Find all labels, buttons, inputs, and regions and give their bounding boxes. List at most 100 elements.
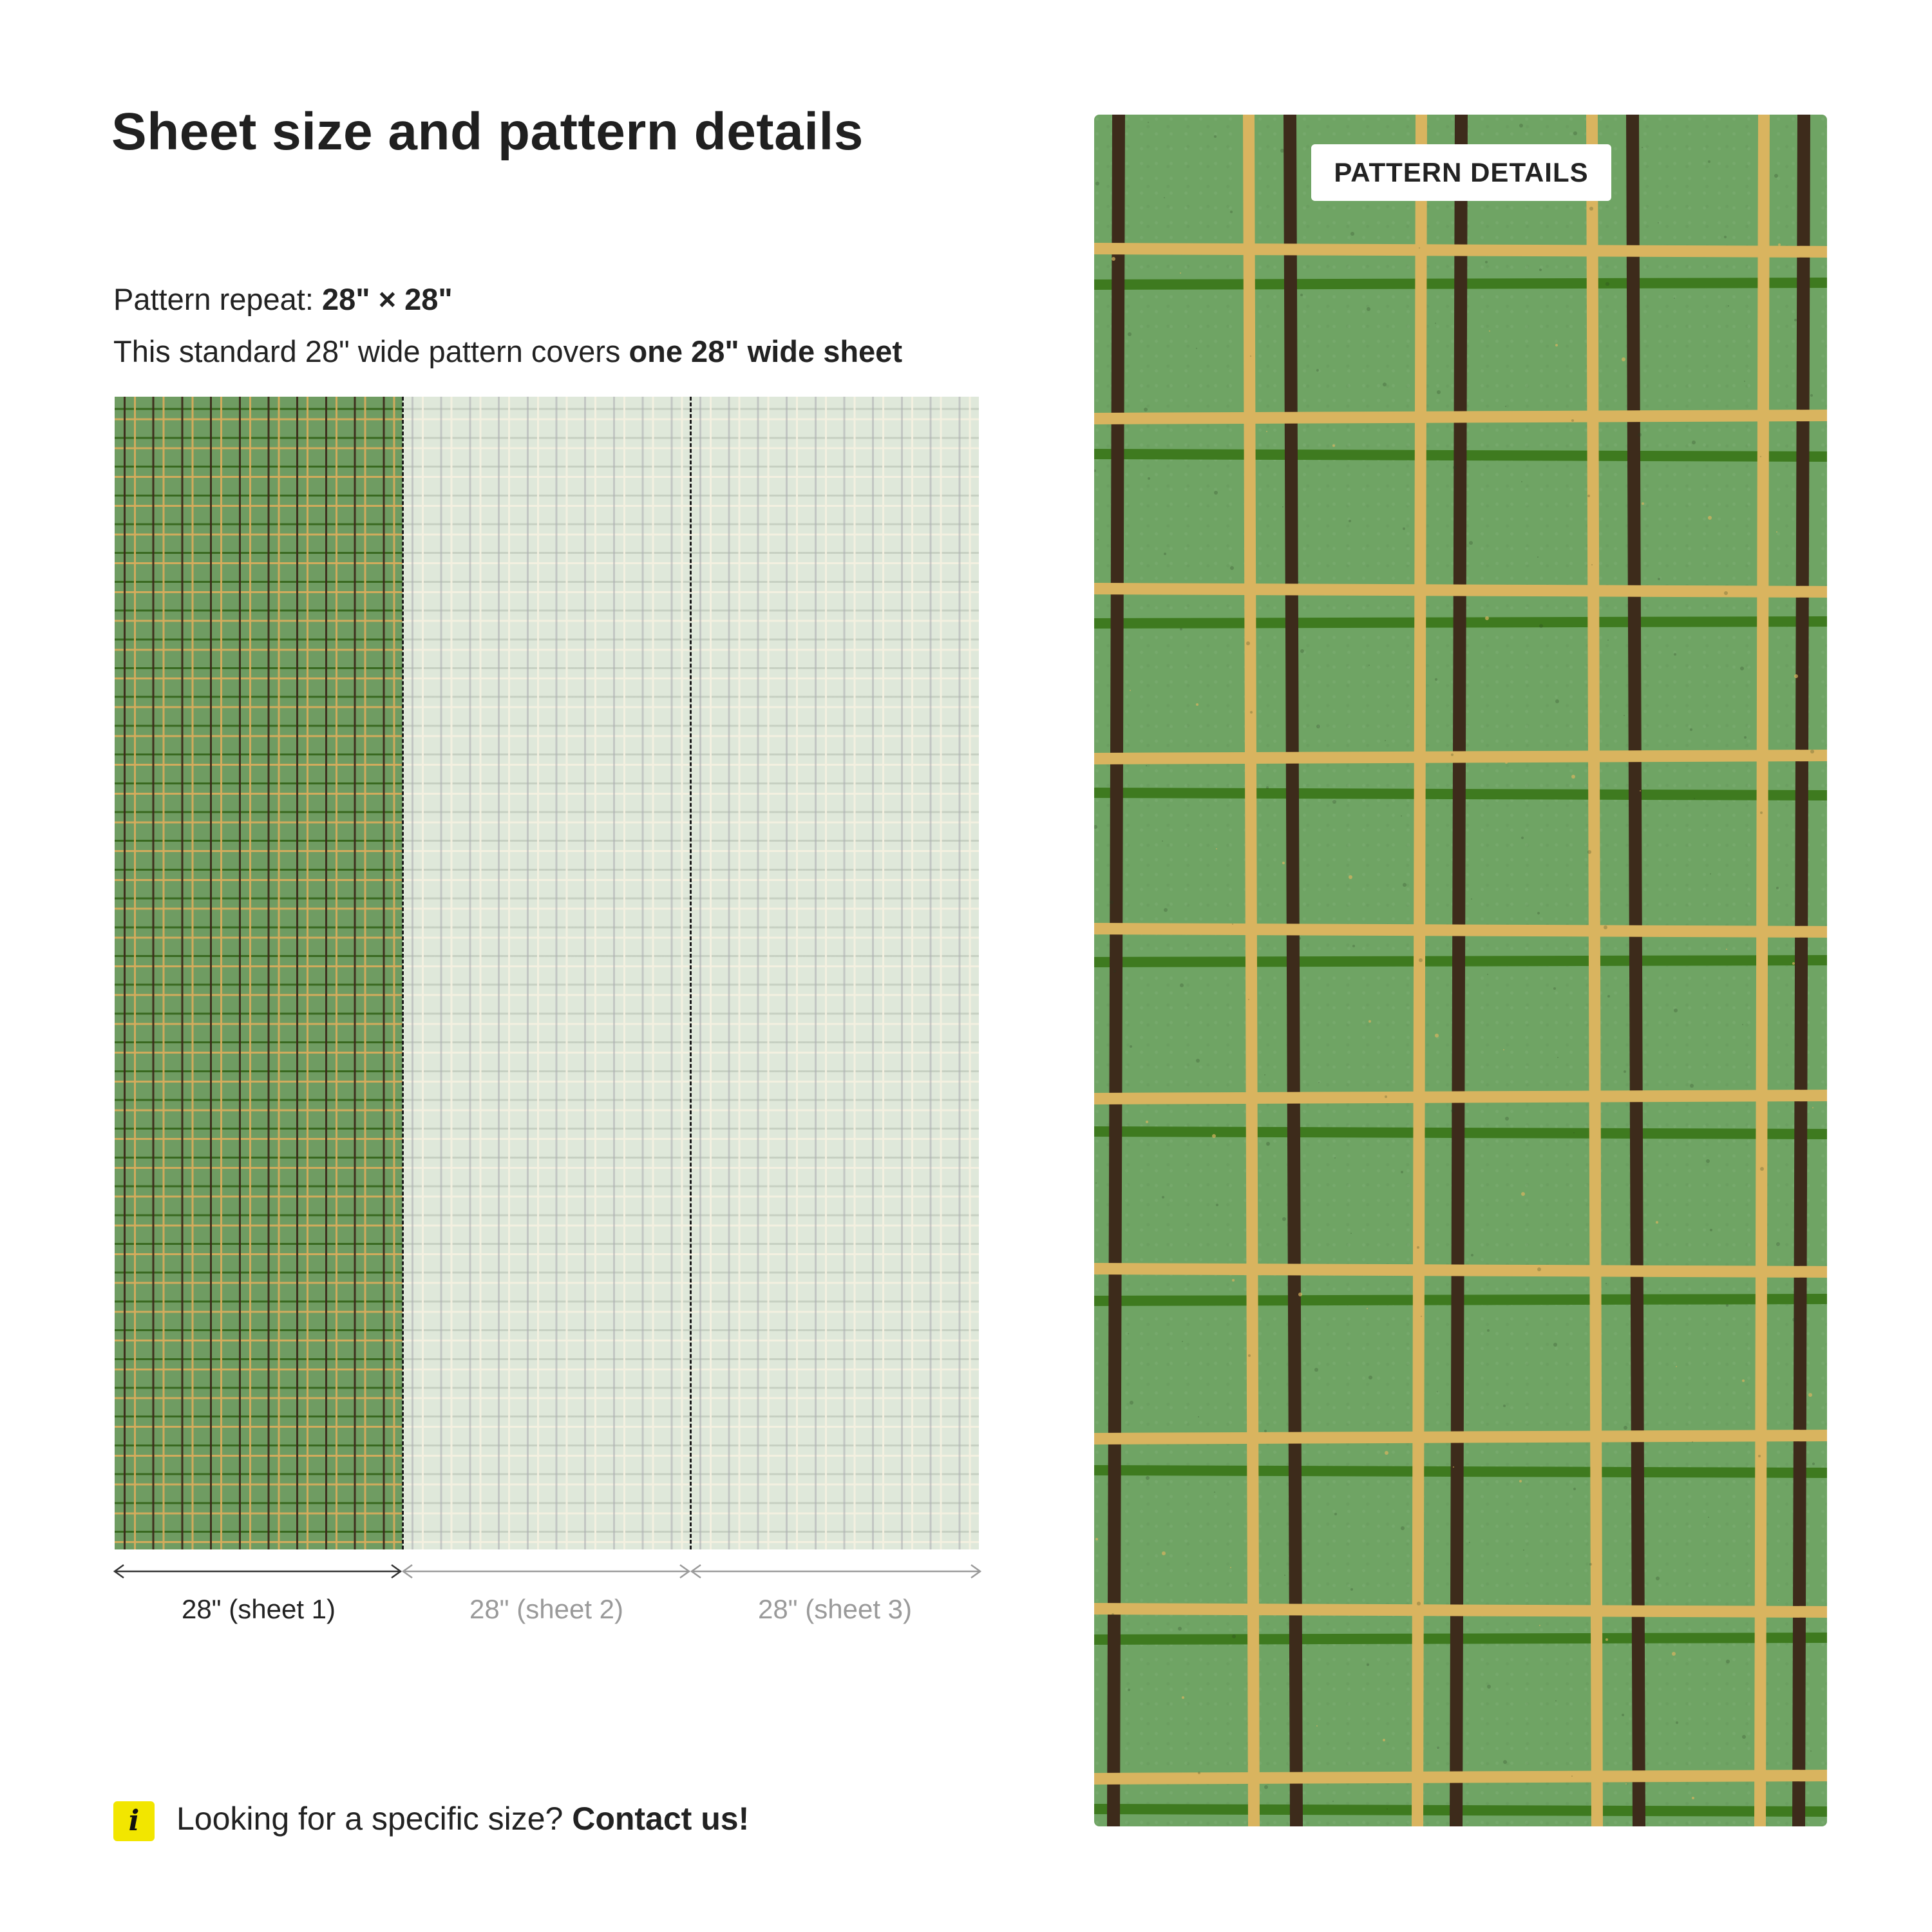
speckle xyxy=(1264,1074,1265,1075)
speckle xyxy=(1196,348,1197,349)
gold-stripe xyxy=(1243,115,1260,1826)
speckle xyxy=(1128,332,1132,336)
speckle xyxy=(1776,1242,1780,1246)
speckle xyxy=(1485,616,1489,620)
speckle xyxy=(1708,160,1710,163)
speckle xyxy=(1573,1132,1575,1133)
coverage-text: This standard 28" wide pattern covers xyxy=(113,334,629,368)
speckle xyxy=(1316,1725,1318,1727)
speckle xyxy=(1485,261,1488,263)
speckle xyxy=(1214,491,1218,495)
speckle xyxy=(1401,815,1402,817)
plaid-pattern xyxy=(1094,115,1827,1826)
speckle xyxy=(1742,1024,1743,1025)
speckle xyxy=(1180,983,1184,987)
speckle xyxy=(1672,1652,1676,1656)
speckle xyxy=(1638,433,1642,437)
speckle xyxy=(1164,908,1168,912)
sheet-1-label: 28" (sheet 1) xyxy=(181,1594,336,1624)
speckle xyxy=(1555,1700,1557,1701)
speckle xyxy=(1724,236,1727,238)
dimension-arrow-sheet-2 xyxy=(401,1564,691,1579)
speckle xyxy=(1146,1476,1150,1480)
speckle xyxy=(1555,344,1558,346)
speckle xyxy=(1487,1329,1490,1332)
speckle xyxy=(1248,1354,1251,1357)
speckle xyxy=(1250,711,1253,714)
contact-us-link[interactable]: Contact us! xyxy=(572,1801,750,1837)
speckle xyxy=(1419,247,1420,249)
speckle xyxy=(1553,987,1556,990)
speckle xyxy=(1710,1229,1712,1231)
speckle xyxy=(1469,1542,1470,1543)
speckle xyxy=(1383,1739,1385,1741)
speckle xyxy=(1162,1551,1166,1555)
speckle xyxy=(1284,218,1287,221)
speckle xyxy=(1451,1109,1455,1113)
coverage-emphasis: one 28" wide sheet xyxy=(629,334,902,368)
speckle xyxy=(1266,431,1267,432)
gold-stripe xyxy=(1094,243,1827,258)
gold-stripe xyxy=(1094,410,1827,424)
speckle xyxy=(1144,408,1148,412)
speckle xyxy=(1658,222,1659,223)
speckle xyxy=(1112,1258,1113,1259)
pattern-details-badge: PATTERN DETAILS xyxy=(1311,144,1611,201)
speckle xyxy=(1505,406,1506,407)
speckle xyxy=(1724,591,1728,595)
speckle xyxy=(1760,811,1763,814)
speckle xyxy=(1537,556,1539,558)
brown-stripe xyxy=(1792,115,1810,1826)
speckle xyxy=(1435,323,1436,324)
speckle xyxy=(1113,970,1116,972)
speckle xyxy=(1401,1526,1405,1530)
speckle xyxy=(1810,1750,1812,1752)
speckle xyxy=(1728,305,1729,307)
speckle xyxy=(1146,765,1147,766)
speckle xyxy=(1367,307,1370,311)
speckle xyxy=(1694,798,1695,799)
speckle xyxy=(1692,440,1696,444)
speckle xyxy=(1417,1602,1421,1605)
speckle xyxy=(1230,566,1234,570)
speckle xyxy=(1094,825,1097,829)
speckle xyxy=(1792,962,1795,965)
speckle xyxy=(1352,589,1354,591)
speckle xyxy=(1744,736,1747,739)
speckle xyxy=(1180,628,1182,630)
speckle xyxy=(1403,527,1405,530)
speckle xyxy=(1419,958,1423,962)
speckle xyxy=(1674,1009,1678,1012)
speckle xyxy=(1503,1760,1507,1764)
speckle xyxy=(1128,1689,1130,1691)
speckle xyxy=(1487,974,1488,975)
speckle xyxy=(1180,272,1181,274)
dimension-arrow-sheet-1 xyxy=(113,1564,402,1579)
speckle xyxy=(1660,1291,1661,1292)
speckle xyxy=(1503,1049,1504,1050)
speckle xyxy=(1519,124,1523,128)
speckle xyxy=(1555,699,1559,703)
speckle xyxy=(1401,1171,1403,1173)
speckle xyxy=(1622,357,1625,361)
speckle xyxy=(1349,875,1352,879)
speckle xyxy=(1383,383,1387,386)
speckle xyxy=(1792,1318,1796,1321)
speckle xyxy=(1690,1084,1694,1088)
speckle xyxy=(1421,1316,1422,1317)
speckle xyxy=(1539,1625,1540,1626)
gold-stripe xyxy=(1754,115,1770,1826)
sheet-divider-1 xyxy=(402,397,404,1549)
brown-stripe xyxy=(1450,115,1468,1826)
speckle xyxy=(1587,495,1590,497)
speckle xyxy=(1571,775,1575,779)
page-title: Sheet size and pattern details xyxy=(111,102,864,161)
speckle xyxy=(1212,1134,1216,1138)
speckle xyxy=(1587,850,1591,854)
pattern-repeat-line: Pattern repeat: 28" × 28" xyxy=(113,281,453,317)
speckle xyxy=(1523,1549,1524,1551)
gold-stripe xyxy=(1094,750,1827,764)
gold-stripe xyxy=(1094,583,1827,598)
speckle xyxy=(1216,1204,1218,1206)
speckle xyxy=(1471,898,1472,900)
